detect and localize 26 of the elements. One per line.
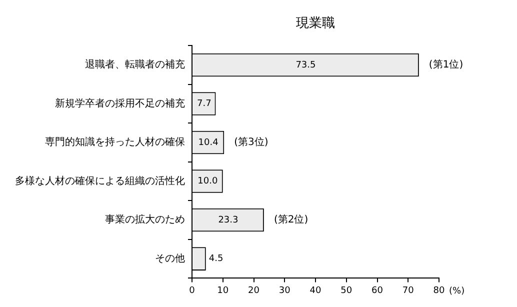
x-tick-label: 20: [248, 286, 260, 296]
data-label: 23.3: [218, 215, 238, 226]
chart-title: 現業職: [296, 16, 335, 32]
x-tick-label: 0: [189, 286, 196, 296]
x-axis-title: (%): [449, 286, 465, 297]
data-label: 7.7: [196, 99, 212, 110]
x-tick-label: 30: [278, 286, 291, 296]
y-tick-label: その他: [155, 252, 185, 264]
data-label: 10.4: [198, 138, 219, 148]
y-tick-label: 事業の拡大のため: [105, 214, 185, 226]
y-tick-label: 退職者、転職者の補充: [85, 58, 185, 71]
annotation: (第2位): [274, 214, 308, 226]
x-tick-label: 40: [310, 286, 322, 296]
y-tick-label: 専門的知識を持った人材の確保: [45, 136, 185, 148]
data-label: 73.5: [296, 60, 316, 70]
x-tick-label: 60: [372, 286, 384, 296]
x-tick-label: 70: [402, 286, 414, 296]
x-tick-label: 50: [340, 286, 352, 296]
annotation: (第3位): [234, 136, 268, 148]
x-tick-label: 10: [217, 286, 229, 296]
y-tick-label: 新規学卒者の採用不足の補充: [55, 97, 185, 110]
x-tick-label: 80: [433, 286, 445, 296]
annotation: (第1位): [428, 58, 464, 71]
data-label: 4.5: [208, 254, 224, 264]
y-tick-label: 多様な人材の確保による組織の活性化: [15, 174, 185, 187]
data-label: 10.0: [198, 176, 218, 187]
